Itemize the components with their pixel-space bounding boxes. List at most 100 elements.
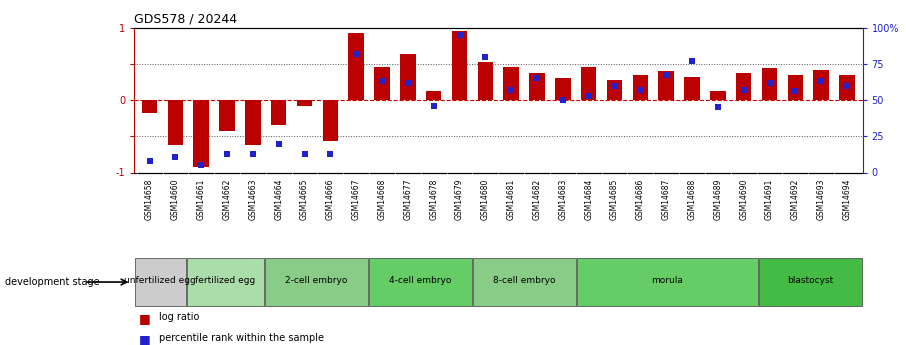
Bar	[759, 258, 862, 306]
Bar	[265, 258, 368, 306]
Text: GSM14677: GSM14677	[403, 179, 412, 220]
Bar	[142, 100, 158, 113]
Text: GSM14692: GSM14692	[791, 179, 800, 220]
Point	[375, 78, 390, 84]
Text: GSM14693: GSM14693	[816, 179, 825, 220]
Text: GSM14668: GSM14668	[378, 179, 387, 220]
Text: GSM14658: GSM14658	[145, 179, 154, 220]
Point	[737, 87, 751, 93]
Bar	[477, 62, 493, 100]
Text: GSM14681: GSM14681	[506, 179, 516, 220]
Point	[530, 76, 545, 81]
Point	[297, 151, 312, 156]
Point	[400, 80, 415, 86]
Bar	[504, 68, 519, 100]
Text: GSM14686: GSM14686	[636, 179, 645, 220]
Text: GSM14684: GSM14684	[584, 179, 593, 220]
Text: development stage: development stage	[5, 277, 99, 287]
Text: GSM14683: GSM14683	[558, 179, 567, 220]
Text: log ratio: log ratio	[159, 312, 199, 322]
Text: GSM14665: GSM14665	[300, 179, 309, 220]
Bar	[271, 100, 286, 125]
Bar	[736, 72, 751, 100]
Bar	[187, 258, 264, 306]
Bar	[135, 258, 186, 306]
Point	[427, 103, 441, 109]
Text: 8-cell embryo: 8-cell embryo	[493, 276, 555, 285]
Text: GSM14661: GSM14661	[197, 179, 206, 220]
Text: GSM14678: GSM14678	[429, 179, 439, 220]
Text: GSM14667: GSM14667	[352, 179, 361, 220]
Bar	[194, 100, 209, 167]
Bar	[323, 100, 338, 141]
Text: percentile rank within the sample: percentile rank within the sample	[159, 333, 323, 343]
Text: ■: ■	[139, 312, 150, 325]
Point	[478, 54, 493, 59]
Bar	[219, 100, 235, 131]
Text: fertilized egg: fertilized egg	[195, 276, 255, 285]
Point	[323, 151, 338, 156]
Point	[582, 93, 596, 98]
Bar	[168, 100, 183, 145]
Text: ■: ■	[139, 333, 150, 345]
Bar	[577, 258, 758, 306]
Bar	[555, 78, 571, 100]
Point	[220, 151, 235, 156]
Text: GSM14689: GSM14689	[713, 179, 722, 220]
Bar	[787, 75, 803, 100]
Bar	[473, 258, 576, 306]
Text: blastocyst: blastocyst	[787, 276, 834, 285]
Point	[272, 141, 286, 146]
Point	[788, 89, 803, 94]
Text: GSM14685: GSM14685	[610, 179, 619, 220]
Text: GSM14662: GSM14662	[223, 179, 232, 220]
Bar	[632, 75, 648, 100]
Text: morula: morula	[651, 276, 683, 285]
Point	[840, 83, 854, 88]
Point	[194, 162, 208, 168]
Point	[607, 83, 622, 88]
Text: GSM14687: GSM14687	[661, 179, 670, 220]
Text: GSM14660: GSM14660	[171, 179, 180, 220]
Point	[659, 73, 673, 78]
Point	[814, 78, 828, 84]
Point	[762, 80, 776, 86]
Text: 2-cell embryo: 2-cell embryo	[285, 276, 347, 285]
Bar	[369, 258, 472, 306]
Bar	[426, 91, 441, 100]
Point	[452, 32, 467, 38]
Text: GDS578 / 20244: GDS578 / 20244	[134, 12, 237, 25]
Bar	[581, 68, 596, 100]
Bar	[400, 55, 416, 100]
Point	[685, 58, 699, 64]
Text: GSM14664: GSM14664	[275, 179, 284, 220]
Text: GSM14694: GSM14694	[843, 179, 852, 220]
Point	[710, 105, 725, 110]
Text: GSM14691: GSM14691	[765, 179, 774, 220]
Bar	[374, 68, 390, 100]
Bar	[529, 72, 545, 100]
Text: GSM14688: GSM14688	[688, 179, 697, 220]
Point	[633, 87, 648, 93]
Text: GSM14679: GSM14679	[455, 179, 464, 220]
Text: 4-cell embryo: 4-cell embryo	[389, 276, 451, 285]
Point	[504, 87, 518, 93]
Point	[349, 51, 363, 57]
Text: GSM14666: GSM14666	[326, 179, 335, 220]
Bar	[246, 100, 261, 145]
Text: GSM14690: GSM14690	[739, 179, 748, 220]
Bar	[349, 33, 364, 100]
Text: GSM14680: GSM14680	[481, 179, 490, 220]
Bar	[839, 75, 854, 100]
Bar	[762, 68, 777, 100]
Bar	[297, 100, 313, 106]
Bar	[814, 70, 829, 100]
Point	[246, 151, 260, 156]
Text: GSM14663: GSM14663	[248, 179, 257, 220]
Bar	[607, 80, 622, 100]
Point	[142, 158, 157, 164]
Bar	[452, 31, 467, 100]
Text: unfertilized egg: unfertilized egg	[124, 276, 196, 285]
Bar	[684, 77, 699, 100]
Bar	[710, 91, 726, 100]
